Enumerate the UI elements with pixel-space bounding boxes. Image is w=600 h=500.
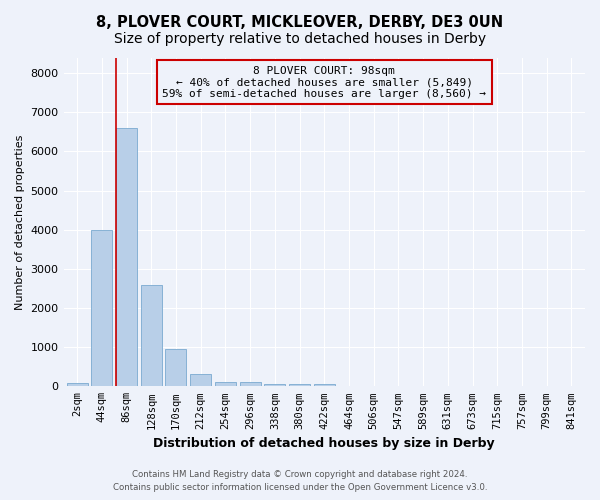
Bar	[215, 382, 236, 386]
Text: Size of property relative to detached houses in Derby: Size of property relative to detached ho…	[114, 32, 486, 46]
Bar	[289, 384, 310, 386]
X-axis label: Distribution of detached houses by size in Derby: Distribution of detached houses by size …	[154, 437, 495, 450]
Bar	[166, 349, 187, 387]
Y-axis label: Number of detached properties: Number of detached properties	[15, 134, 25, 310]
Text: Contains HM Land Registry data © Crown copyright and database right 2024.
Contai: Contains HM Land Registry data © Crown c…	[113, 470, 487, 492]
Text: 8, PLOVER COURT, MICKLEOVER, DERBY, DE3 0UN: 8, PLOVER COURT, MICKLEOVER, DERBY, DE3 …	[97, 15, 503, 30]
Bar	[190, 374, 211, 386]
Bar	[116, 128, 137, 386]
Bar	[141, 284, 162, 386]
Bar	[67, 384, 88, 386]
Bar	[239, 382, 260, 386]
Text: 8 PLOVER COURT: 98sqm
← 40% of detached houses are smaller (5,849)
59% of semi-d: 8 PLOVER COURT: 98sqm ← 40% of detached …	[162, 66, 486, 99]
Bar	[314, 384, 335, 386]
Bar	[265, 384, 286, 386]
Bar	[91, 230, 112, 386]
